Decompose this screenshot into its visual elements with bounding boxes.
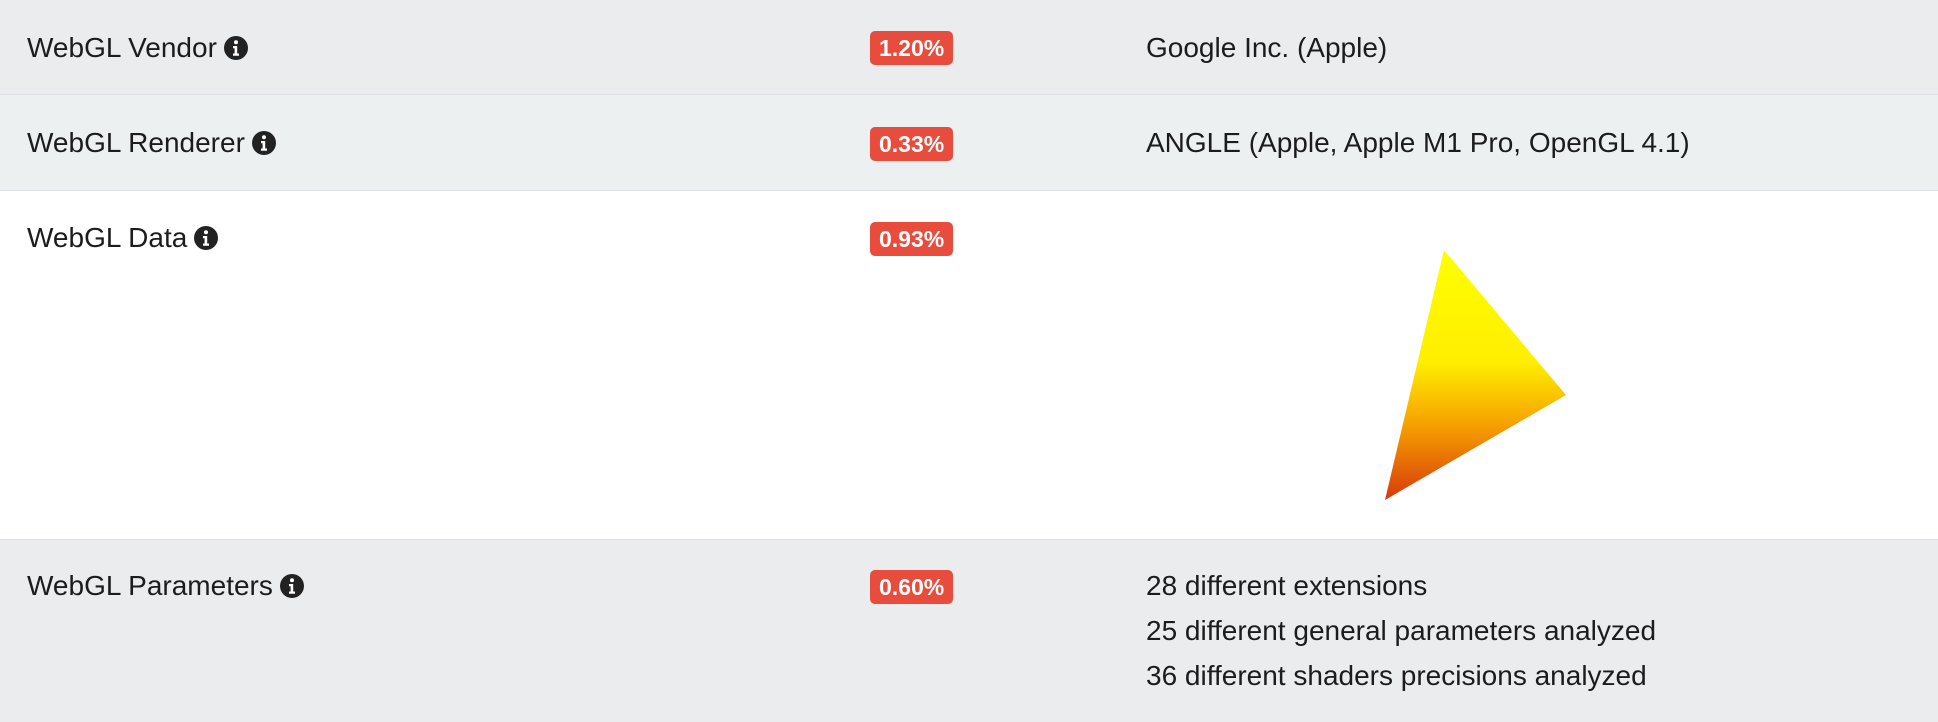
row-label: WebGL Parameters <box>27 569 304 603</box>
list-item: 25 different general parameters analyzed <box>1146 615 1657 646</box>
list-item: 36 different shaders precisions analyzed <box>1146 660 1647 691</box>
percentage-badge: 1.20% <box>870 31 954 65</box>
list-item: 28 different extensions <box>1146 570 1428 601</box>
label-text: WebGL Parameters <box>27 570 273 601</box>
row-label: WebGL Data <box>27 221 219 255</box>
row-webgl-parameters: WebGL Parameters 0.60% 28 different exte… <box>0 540 1938 722</box>
parameters-list: 28 different extensions 25 different gen… <box>1146 563 1656 698</box>
row-label: WebGL Vendor <box>27 31 248 65</box>
percentage-badge: 0.93% <box>870 222 954 256</box>
value-text: ANGLE (Apple, Apple M1 Pro, OpenGL 4.1) <box>1146 127 1690 158</box>
info-circle-icon[interactable] <box>251 131 276 155</box>
value-text: Google Inc. (Apple) <box>1146 32 1388 63</box>
label-text: WebGL Data <box>27 222 188 253</box>
percentage-badge: 0.60% <box>870 570 954 604</box>
info-circle-icon[interactable] <box>194 226 219 250</box>
info-circle-icon[interactable] <box>279 574 304 598</box>
row-webgl-vendor: WebGL Vendor 1.20% Google Inc. (Apple) <box>0 0 1938 95</box>
label-text: WebGL Vendor <box>27 32 217 63</box>
percentage-badge: 0.33% <box>870 127 954 161</box>
webgl-triangle-render <box>1385 250 1566 500</box>
row-webgl-data: WebGL Data 0.93% <box>0 191 1938 540</box>
info-circle-icon[interactable] <box>223 36 248 60</box>
row-webgl-renderer: WebGL Renderer 0.33% ANGLE (Apple, Apple… <box>0 95 1938 191</box>
label-text: WebGL Renderer <box>27 127 245 158</box>
row-label: WebGL Renderer <box>27 126 276 160</box>
